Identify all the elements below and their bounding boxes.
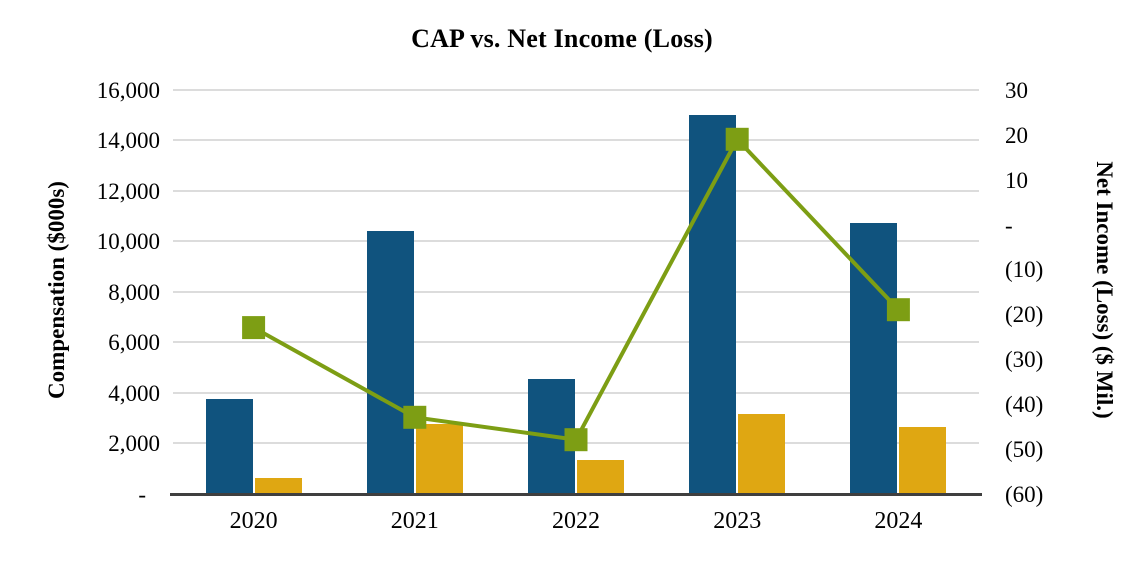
square-marker-2020 bbox=[242, 316, 266, 340]
blue-bars-compensation-2021 bbox=[366, 230, 414, 494]
gridline bbox=[173, 189, 979, 192]
x-axis-label-2022: 2022 bbox=[552, 508, 600, 534]
gold-bars-compensation-2021 bbox=[415, 423, 463, 494]
gridline bbox=[173, 290, 979, 293]
square-marker-2022 bbox=[564, 428, 588, 452]
left-axis-tick: 10,000 bbox=[96, 229, 160, 255]
right-axis-tick: 10 bbox=[1005, 167, 1028, 193]
x-axis-label-2023: 2023 bbox=[713, 508, 762, 534]
blue-bars-compensation-2020 bbox=[205, 399, 253, 494]
x-axis-label-2020: 2020 bbox=[229, 508, 278, 534]
gold-bars-compensation-2023 bbox=[738, 413, 786, 494]
square-marker-2023 bbox=[725, 127, 749, 151]
gold-bars-compensation-2022 bbox=[577, 459, 624, 494]
right-axis-tick: 30 bbox=[1005, 78, 1028, 103]
left-axis-title: Compensation ($000s) bbox=[44, 181, 69, 399]
gold-bars-compensation-2020 bbox=[254, 477, 302, 494]
left-axis-tick: 6,000 bbox=[108, 330, 160, 356]
gridline bbox=[173, 341, 979, 344]
left-axis-tick: 4,000 bbox=[108, 380, 160, 406]
gridline bbox=[173, 240, 979, 243]
x-axis-label-2021: 2021 bbox=[390, 508, 439, 534]
square-marker-2024 bbox=[886, 298, 910, 322]
right-axis-tick: (50) bbox=[1005, 436, 1044, 462]
right-axis-tick: - bbox=[1005, 212, 1013, 238]
square-marker-2021 bbox=[403, 405, 427, 429]
gold-bars-compensation-2024 bbox=[899, 427, 947, 494]
right-axis-title: Net Income (Loss) ($ Mil.) bbox=[1092, 161, 1117, 419]
left-axis-tick: 12,000 bbox=[96, 178, 160, 204]
chart-title: CAP vs. Net Income (Loss) bbox=[411, 24, 713, 53]
left-axis-tick: 14,000 bbox=[96, 128, 160, 154]
right-axis-tick: (10) bbox=[1005, 257, 1044, 283]
right-axis-tick: (60) bbox=[1005, 481, 1044, 507]
gridline bbox=[173, 139, 979, 142]
right-axis-tick: (30) bbox=[1005, 347, 1044, 372]
left-axis-tick: 8,000 bbox=[108, 279, 160, 305]
gridline bbox=[173, 391, 979, 394]
left-axis-tick: 2,000 bbox=[108, 431, 160, 457]
x-axis-label-2024: 2024 bbox=[874, 508, 923, 534]
blue-bars-compensation-2023 bbox=[689, 114, 737, 494]
left-axis-tick: - bbox=[138, 481, 146, 507]
right-axis-tick: 20 bbox=[1005, 122, 1028, 148]
right-axis-tick: (40) bbox=[1005, 391, 1044, 417]
left-axis-tick: 16,000 bbox=[96, 78, 160, 103]
gridline bbox=[173, 89, 979, 91]
x-axis-line bbox=[170, 493, 982, 496]
green-line-net-income-path bbox=[252, 135, 900, 442]
right-axis-tick: (20) bbox=[1005, 302, 1044, 328]
net-income-line-chart bbox=[242, 127, 910, 452]
